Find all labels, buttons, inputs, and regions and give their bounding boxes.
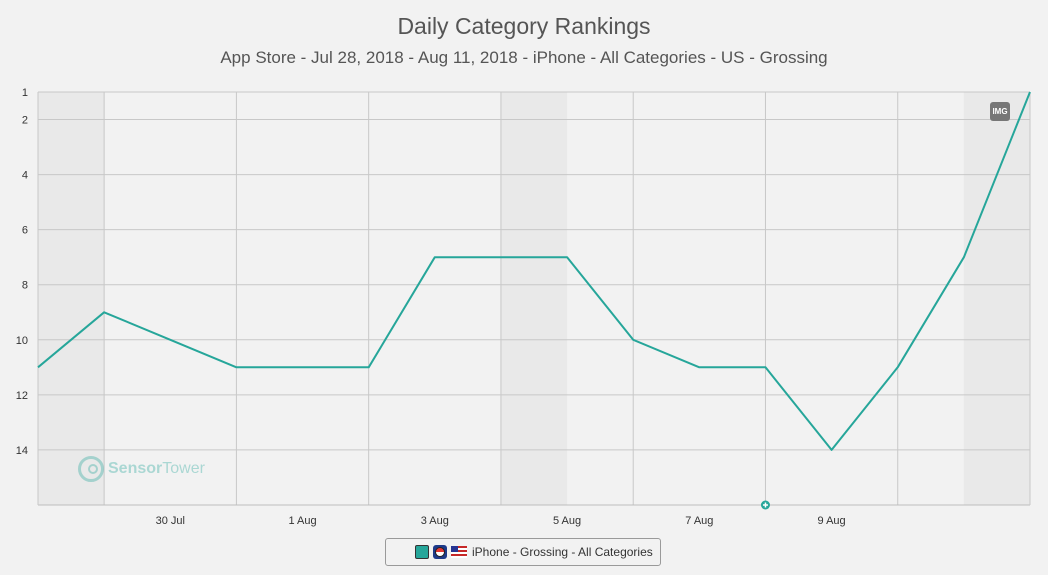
sensortower-logo-icon bbox=[78, 456, 104, 482]
data-point[interactable] bbox=[1027, 89, 1033, 95]
data-point[interactable] bbox=[961, 254, 967, 260]
image-export-button[interactable]: IMG bbox=[990, 102, 1010, 121]
data-point[interactable] bbox=[696, 364, 702, 370]
y-tick-label: 6 bbox=[22, 225, 28, 237]
legend-color-swatch bbox=[415, 545, 429, 559]
x-tick-label: 30 Jul bbox=[156, 515, 185, 527]
chart-subtitle: App Store - Jul 28, 2018 - Aug 11, 2018 … bbox=[220, 48, 827, 67]
y-tick-label: 8 bbox=[22, 280, 28, 292]
y-tick-label: 12 bbox=[16, 390, 28, 402]
series-line[interactable] bbox=[37, 91, 1031, 451]
data-point[interactable] bbox=[564, 254, 570, 260]
x-tick-label: 3 Aug bbox=[421, 515, 449, 527]
annotation-marker[interactable] bbox=[760, 500, 770, 510]
data-point[interactable] bbox=[762, 364, 768, 370]
data-point[interactable] bbox=[101, 309, 107, 315]
chart-title: Daily Category Rankings bbox=[397, 13, 650, 39]
y-tick-label: 2 bbox=[22, 115, 28, 127]
y-tick-label: 14 bbox=[16, 445, 28, 457]
x-tick-label: 9 Aug bbox=[818, 515, 846, 527]
weekend-band bbox=[963, 92, 1030, 505]
data-point[interactable] bbox=[35, 364, 41, 370]
x-tick-label: 1 Aug bbox=[288, 515, 316, 527]
data-point[interactable] bbox=[498, 254, 504, 260]
data-point[interactable] bbox=[895, 364, 901, 370]
data-point[interactable] bbox=[366, 364, 372, 370]
sensortower-watermark: SensorTower bbox=[78, 456, 205, 482]
weekend-band bbox=[38, 92, 105, 505]
watermark-text: SensorTower bbox=[108, 460, 205, 477]
data-point[interactable] bbox=[432, 254, 438, 260]
data-point[interactable] bbox=[167, 337, 173, 343]
app-icon bbox=[433, 545, 447, 559]
y-tick-label: 10 bbox=[16, 335, 28, 347]
data-point[interactable] bbox=[829, 447, 835, 453]
data-point[interactable] bbox=[300, 364, 306, 370]
x-tick-label: 5 Aug bbox=[553, 515, 581, 527]
us-flag-icon bbox=[451, 546, 467, 558]
x-tick-label: 7 Aug bbox=[685, 515, 713, 527]
weekend-band bbox=[500, 92, 568, 505]
y-tick-label: 4 bbox=[22, 170, 28, 182]
y-tick-label: 1 bbox=[22, 87, 28, 99]
data-point[interactable] bbox=[630, 337, 636, 343]
legend-label: iPhone - Grossing - All Categories bbox=[472, 545, 653, 559]
data-point[interactable] bbox=[233, 364, 239, 370]
chart-legend[interactable]: iPhone - Grossing - All Categories bbox=[385, 538, 661, 566]
